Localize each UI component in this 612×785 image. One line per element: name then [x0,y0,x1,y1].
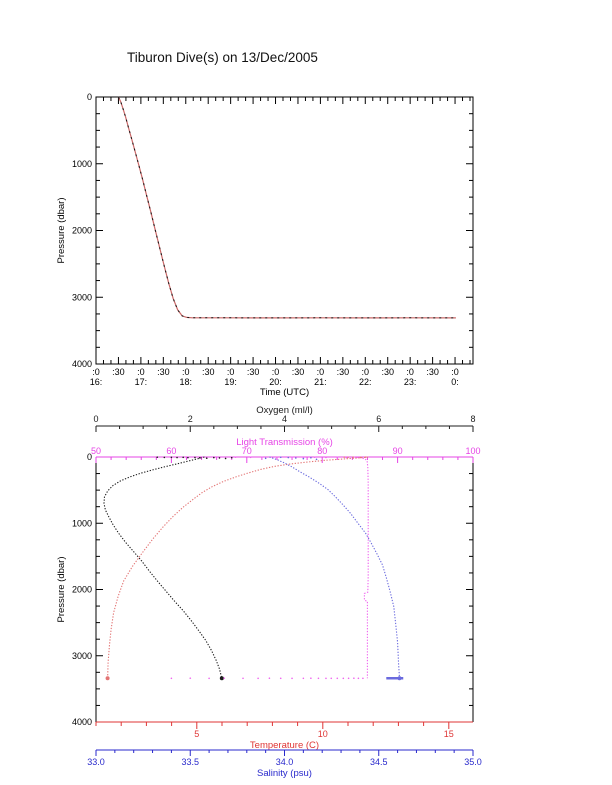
salinity-profile [264,456,404,681]
svg-text:4: 4 [282,414,287,424]
svg-text::30: :30 [292,367,305,377]
plot1-pressure-axis-label: Pressure (dbar) [56,198,67,264]
oxygen-profile-end-marker [219,676,224,681]
svg-text:22:: 22: [359,377,372,387]
salinity-profile-end-marker [397,676,402,681]
temperature-axis: 5 10 15 Temperature (C) [95,721,473,751]
svg-text:21:: 21: [314,377,327,387]
plot2-pressure-axis-label: Pressure (dbar) [56,557,67,623]
oxygen-axis: 0 2 4 6 8 Oxygen (ml/l) [93,405,476,432]
svg-text:4000: 4000 [72,359,92,369]
svg-text::30: :30 [426,367,439,377]
svg-text:50: 50 [91,446,101,456]
oxygen-profile [103,456,233,681]
svg-text::0: :0 [182,367,190,377]
svg-text::30: :30 [157,367,170,377]
svg-text:23:: 23: [404,377,417,387]
svg-text::30: :30 [202,367,215,377]
svg-text::30: :30 [381,367,394,377]
plot1-pressure-axis: 0 1000 2000 3000 4000 Pressure (dbar) [56,92,473,369]
svg-text:80: 80 [317,446,327,456]
svg-text::0: :0 [92,367,100,377]
svg-text:1000: 1000 [72,159,92,169]
svg-text:60: 60 [166,446,176,456]
svg-text::0: :0 [362,367,370,377]
svg-text:100: 100 [465,446,480,456]
svg-text:6: 6 [376,414,381,424]
svg-text::0: :0 [317,367,325,377]
svg-text:3000: 3000 [72,651,92,661]
time-axis: :016::30:017::30:018::30:019::30:020::30… [90,97,471,398]
svg-text:2000: 2000 [72,226,92,236]
oxygen-profile-line [103,456,223,679]
svg-text:19:: 19: [224,377,237,387]
plot1-frame [95,96,474,365]
svg-text:16:: 16: [90,377,103,387]
svg-text:90: 90 [393,446,403,456]
svg-text:35.0: 35.0 [464,757,482,767]
temperature-profile-end-marker [105,676,110,681]
light-axis-label: Light Transmission (%) [236,437,333,448]
svg-text:5: 5 [194,729,199,739]
salinity-axis: 33.0 33.5 34.0 34.5 35.0 Salinity (psu) [87,749,482,779]
oxygen-axis-label: Oxygen (ml/l) [256,405,312,416]
svg-text:4000: 4000 [72,717,92,727]
svg-text:33.0: 33.0 [87,757,105,767]
salinity-profile-line [269,456,401,679]
svg-text:8: 8 [470,414,475,424]
svg-text:34.5: 34.5 [370,757,388,767]
light-transmission-profile-line [353,456,369,679]
dive-profile-line [117,96,456,319]
plot2-pressure-axis: 0 1000 2000 3000 4000 Pressure (dbar) [56,452,473,727]
svg-text:0: 0 [87,92,92,102]
time-axis-label: Time (UTC) [260,387,309,398]
svg-text::0: :0 [227,367,235,377]
svg-text::30: :30 [337,367,350,377]
svg-text:34.0: 34.0 [276,757,294,767]
svg-text::30: :30 [247,367,260,377]
svg-text::0: :0 [451,367,459,377]
svg-text:2: 2 [188,414,193,424]
light-axis: 50 60 70 80 90 100 Light Transmission (%) [91,437,481,463]
svg-text:18:: 18: [180,377,193,387]
svg-text:0:: 0: [451,377,459,387]
depth-time-plot: :016::30:017::30:018::30:019::30:020::30… [56,92,474,398]
light-transmission-profile [170,456,369,680]
temperature-profile-line [107,456,369,679]
svg-text:3000: 3000 [72,292,92,302]
svg-text:2000: 2000 [72,585,92,595]
svg-text:0: 0 [87,452,92,462]
svg-text:20:: 20: [269,377,282,387]
svg-text::0: :0 [137,367,145,377]
temperature-axis-label: Temperature (C) [250,740,319,751]
salinity-axis-label: Salinity (psu) [257,768,312,779]
svg-text:1000: 1000 [72,518,92,528]
svg-text:0: 0 [93,414,98,424]
temperature-profile [105,456,369,681]
svg-text:33.5: 33.5 [181,757,199,767]
page-title: Tiburon Dive(s) on 13/Dec/2005 [127,50,318,65]
svg-text::0: :0 [406,367,414,377]
profiles-plot: 0 1000 2000 3000 4000 Pressure (dbar) 0 2 4 6 8 Oxy… [56,405,482,779]
svg-text:17:: 17: [135,377,148,387]
svg-text::30: :30 [112,367,125,377]
svg-text:10: 10 [318,729,328,739]
svg-text::0: :0 [272,367,280,377]
svg-text:15: 15 [444,729,454,739]
svg-text:70: 70 [242,446,252,456]
